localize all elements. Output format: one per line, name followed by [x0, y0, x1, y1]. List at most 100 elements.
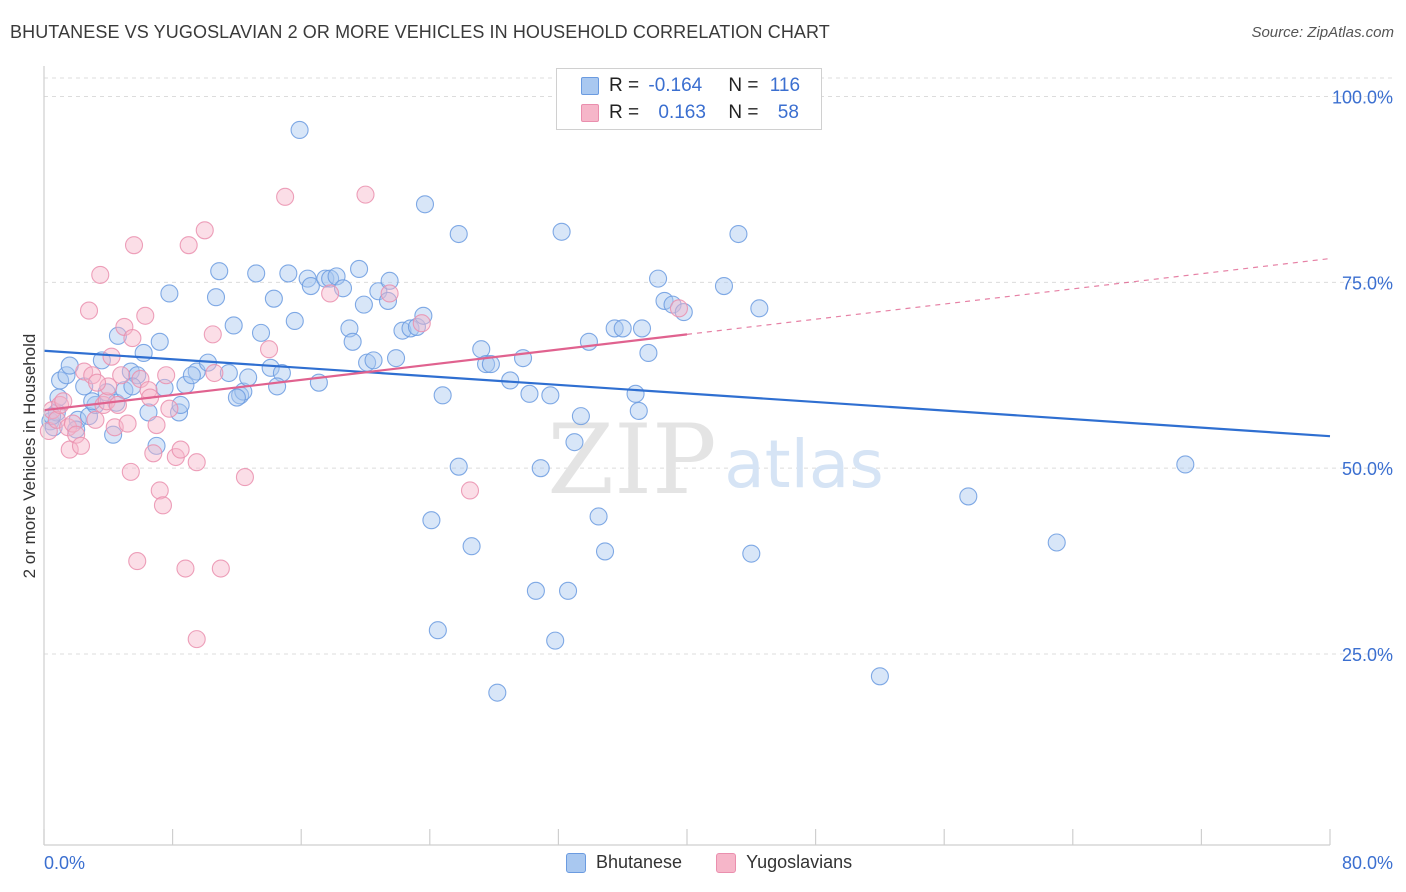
y-tick-label: 100.0% — [1332, 88, 1393, 108]
point-bhutanese — [449, 457, 468, 476]
point-bhutanese — [182, 366, 201, 385]
point-bhutanese — [579, 332, 598, 351]
point-bhutanese — [428, 621, 447, 640]
point-bhutanese — [364, 351, 383, 370]
point-bhutanese — [414, 306, 433, 325]
point-bhutanese — [531, 459, 550, 478]
scatter-points — [39, 120, 1195, 702]
x-tick-label: 80.0% — [1342, 853, 1393, 873]
point-bhutanese — [160, 284, 179, 303]
point-bhutanese — [327, 267, 346, 286]
point-yugoslavians — [71, 436, 91, 455]
chart-title: BHUTANESE VS YUGOSLAVIAN 2 OR MORE VEHIC… — [10, 22, 830, 42]
point-bhutanese — [449, 224, 468, 244]
point-yugoslavians — [187, 453, 206, 472]
point-bhutanese — [264, 289, 283, 308]
point-bhutanese — [380, 271, 399, 290]
point-yugoslavians — [187, 630, 206, 649]
point-bhutanese — [558, 581, 578, 600]
legend-label-yugoslavians: Yugoslavians — [746, 852, 853, 872]
stats-legend: R = -0.164 N = 116 R = 0.163 N = 58 — [556, 68, 822, 130]
y-tick-label: 50.0% — [1342, 459, 1393, 479]
point-bhutanese — [613, 319, 632, 338]
point-bhutanese — [354, 295, 373, 314]
point-yugoslavians — [171, 440, 190, 459]
watermark-atlas: atlas — [724, 426, 884, 503]
legend-swatch-bhutanese — [566, 852, 586, 873]
point-yugoslavians — [276, 187, 295, 206]
point-bhutanese — [104, 425, 123, 444]
trend-lines — [43, 257, 1331, 438]
point-bhutanese — [626, 384, 645, 403]
point-yugoslavians — [259, 340, 279, 359]
legend-label-bhutanese: Bhutanese — [596, 852, 683, 872]
point-yugoslavians — [86, 410, 105, 429]
point-yugoslavians — [108, 395, 127, 415]
point-bhutanese — [639, 343, 658, 363]
n-label: N = — [728, 102, 764, 123]
point-bhutanese — [415, 195, 435, 214]
point-yugoslavians — [112, 366, 131, 385]
point-bhutanese — [571, 407, 590, 426]
y-tick-label: 25.0% — [1342, 645, 1393, 665]
point-yugoslavians — [121, 462, 140, 481]
point-bhutanese — [433, 386, 452, 405]
point-bhutanese — [565, 433, 584, 452]
point-yugoslavians — [63, 414, 82, 433]
r-value: 0.163 — [658, 102, 706, 123]
point-bhutanese — [224, 316, 243, 335]
point-yugoslavians — [211, 559, 230, 578]
point-bhutanese — [632, 319, 652, 338]
point-yugoslavians — [195, 221, 214, 240]
point-bhutanese — [649, 269, 668, 288]
point-yugoslavians — [150, 481, 169, 500]
point-yugoslavians — [203, 325, 222, 344]
point-yugoslavians — [176, 559, 195, 578]
source-label: Source: ZipAtlas.com — [1251, 24, 1394, 41]
point-bhutanese — [526, 581, 545, 600]
point-yugoslavians — [179, 236, 198, 255]
x-tick-label: 0.0% — [44, 853, 85, 873]
point-bhutanese — [1047, 533, 1066, 552]
point-yugoslavians — [124, 236, 144, 255]
point-yugoslavians — [157, 366, 176, 385]
axes — [43, 66, 1331, 846]
y-axis-label: 2 or more Vehicles in Household — [20, 333, 39, 579]
point-bhutanese — [210, 262, 229, 281]
point-yugoslavians — [144, 444, 163, 463]
trend-line-yugoslavians-extension — [686, 257, 1331, 335]
point-bhutanese — [57, 366, 76, 385]
point-yugoslavians — [123, 329, 142, 348]
legend-swatch-yugoslavians — [716, 852, 737, 873]
point-yugoslavians — [460, 481, 480, 500]
point-bhutanese — [477, 355, 496, 374]
point-yugoslavians — [153, 496, 173, 515]
point-bhutanese — [343, 332, 362, 351]
point-bhutanese — [386, 349, 406, 368]
point-yugoslavians — [412, 314, 431, 333]
point-bhutanese — [171, 395, 190, 415]
point-bhutanese — [369, 282, 388, 301]
point-bhutanese — [279, 264, 298, 283]
point-yugoslavians — [380, 284, 399, 303]
point-bhutanese — [268, 377, 287, 396]
trend-line-bhutanese — [43, 349, 1331, 438]
point-yugoslavians — [118, 414, 137, 433]
point-yugoslavians — [128, 552, 147, 571]
point-bhutanese — [108, 326, 127, 345]
point-bhutanese — [422, 511, 441, 530]
point-bhutanese — [301, 276, 320, 296]
point-bhutanese — [150, 332, 169, 351]
trend-line-yugoslavians — [43, 333, 688, 412]
point-bhutanese — [552, 222, 571, 241]
n-label: N = — [728, 75, 764, 96]
series-legend: Bhutanese Yugoslavians — [566, 852, 852, 873]
point-yugoslavians — [91, 265, 110, 284]
point-bhutanese — [290, 120, 309, 139]
point-bhutanese — [251, 323, 271, 342]
point-bhutanese — [227, 388, 246, 407]
point-bhutanese — [401, 319, 420, 338]
point-bhutanese — [714, 276, 734, 296]
point-bhutanese — [488, 683, 507, 702]
